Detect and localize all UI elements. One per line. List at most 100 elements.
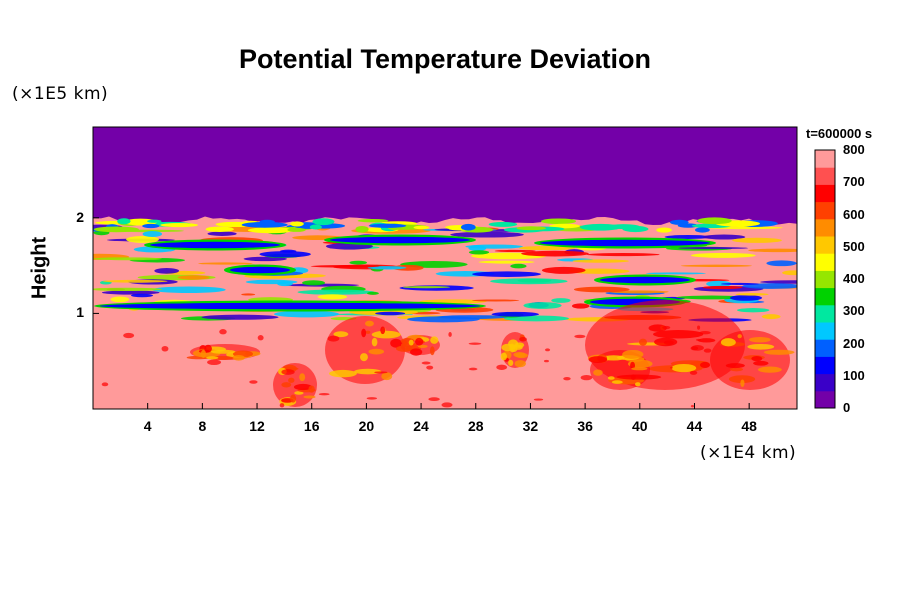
plume-detail bbox=[514, 360, 526, 368]
interface-streak bbox=[656, 227, 672, 233]
speck bbox=[663, 340, 674, 345]
mixing-streak bbox=[207, 231, 237, 236]
x-tick-label: 36 bbox=[577, 418, 593, 434]
interface-streak bbox=[694, 227, 710, 233]
mixing-streak bbox=[177, 275, 210, 280]
plume-detail bbox=[720, 338, 736, 347]
plume-detail bbox=[748, 337, 771, 343]
colorbar-frame bbox=[814, 149, 836, 409]
interface-streak bbox=[312, 218, 335, 226]
mixing-streak bbox=[732, 237, 782, 243]
interface-streak bbox=[142, 223, 160, 229]
interface-streak bbox=[147, 219, 162, 223]
plume-detail bbox=[308, 385, 315, 393]
plume-detail bbox=[294, 391, 304, 395]
mixing-streak bbox=[349, 260, 368, 265]
colorbar-segment bbox=[815, 322, 835, 340]
y-tick-label: 1 bbox=[76, 304, 84, 321]
interface-streak bbox=[93, 226, 139, 233]
x-tick-label: 44 bbox=[686, 418, 703, 434]
plume-detail bbox=[409, 348, 423, 356]
mixing-streak bbox=[702, 234, 746, 240]
mixing-streak bbox=[126, 235, 159, 243]
mixing-streak bbox=[151, 286, 226, 294]
speck bbox=[374, 371, 388, 374]
mixing-streak bbox=[676, 295, 748, 300]
colorbar-tick-label: 300 bbox=[843, 303, 865, 319]
plume-detail bbox=[508, 359, 514, 367]
plume-detail bbox=[429, 346, 435, 356]
mixing-streak bbox=[468, 250, 490, 255]
plume-detail bbox=[500, 352, 508, 361]
y-tick-label: 2 bbox=[76, 208, 84, 225]
x-tick-label: 48 bbox=[741, 418, 757, 434]
plume-detail bbox=[408, 339, 414, 346]
interface-streak bbox=[488, 221, 518, 227]
plume-detail bbox=[361, 328, 367, 338]
plume-detail bbox=[200, 349, 206, 359]
plume-detail bbox=[593, 369, 603, 376]
speck bbox=[580, 374, 593, 381]
plume-detail bbox=[753, 360, 769, 366]
x-axis-unit: (×1E4 km) bbox=[700, 443, 797, 463]
speck bbox=[101, 382, 109, 387]
mixing-streak bbox=[130, 293, 154, 298]
speck bbox=[428, 397, 440, 402]
colorbar-title: t=600000 s bbox=[806, 126, 873, 141]
mixing-streak bbox=[736, 308, 770, 313]
speck bbox=[468, 367, 478, 371]
plume-detail bbox=[725, 363, 745, 369]
plume-detail bbox=[206, 356, 219, 360]
interface-streak bbox=[622, 225, 649, 233]
colorbar-segment bbox=[815, 253, 835, 271]
speck bbox=[630, 374, 636, 381]
plot-frame bbox=[92, 126, 798, 410]
interface-streak bbox=[579, 223, 622, 231]
mixing-streak bbox=[766, 260, 797, 267]
plume-detail bbox=[288, 377, 295, 383]
mixing-streak bbox=[521, 250, 589, 257]
plume-detail bbox=[740, 379, 745, 388]
y-axis-unit: (×1E5 km) bbox=[12, 84, 109, 104]
x-tick-label: 28 bbox=[467, 418, 484, 434]
mixing-streak bbox=[503, 315, 569, 322]
interface-streak bbox=[160, 222, 199, 228]
interface-streak bbox=[287, 227, 306, 232]
colorbar-segment bbox=[815, 167, 835, 185]
mixing-streak bbox=[277, 281, 293, 287]
mixing-streak bbox=[310, 265, 380, 268]
mixing-streak bbox=[490, 278, 568, 285]
speck bbox=[544, 348, 551, 352]
plume-detail bbox=[329, 369, 357, 378]
plume-detail bbox=[232, 354, 245, 361]
interface-streak bbox=[117, 218, 131, 225]
mixing-streak bbox=[518, 245, 575, 251]
speck bbox=[279, 403, 285, 408]
plume-detail bbox=[648, 324, 667, 332]
colorbar-tick-label: 0 bbox=[843, 400, 851, 415]
plume-detail bbox=[630, 361, 636, 370]
speck bbox=[318, 393, 330, 396]
speck bbox=[421, 361, 431, 365]
mixing-streak bbox=[571, 303, 590, 309]
mixing-streak bbox=[551, 298, 571, 303]
plume-detail bbox=[293, 383, 313, 391]
speck bbox=[161, 345, 169, 352]
speck bbox=[696, 338, 702, 341]
mixing-streak bbox=[450, 231, 524, 238]
mixing-streak bbox=[706, 280, 732, 288]
mixing-streak bbox=[572, 259, 629, 263]
interface-streak bbox=[357, 219, 389, 223]
mixing-streak bbox=[241, 293, 256, 296]
speck bbox=[670, 366, 673, 369]
speck bbox=[697, 325, 701, 330]
speck bbox=[219, 329, 227, 335]
interface-streak bbox=[460, 223, 476, 231]
x-tick-label: 32 bbox=[522, 418, 539, 434]
plume-detail bbox=[371, 337, 378, 347]
mixing-band bbox=[330, 236, 470, 244]
speck bbox=[281, 369, 295, 375]
plume-detail bbox=[653, 330, 704, 339]
tick-marks bbox=[93, 217, 750, 409]
colorbar-segment bbox=[815, 339, 835, 357]
